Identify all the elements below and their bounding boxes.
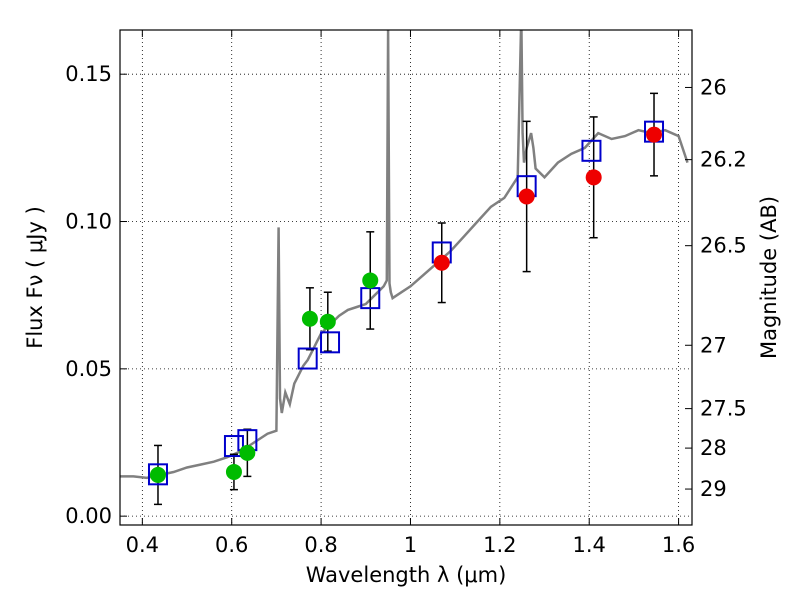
red-data-point <box>518 188 535 205</box>
model-square-point <box>223 435 244 458</box>
y2-tick-labels: 26 26.2 26.5 27 27.5 28 29 <box>700 75 747 501</box>
y2-tick-label: 27.5 <box>700 397 747 421</box>
grid <box>120 30 692 525</box>
x-tick-label: 1.2 <box>483 533 516 557</box>
y-tick-labels: 0.00 0.05 0.10 0.15 <box>65 62 112 528</box>
y2-tick-label: 28 <box>700 436 727 460</box>
y-tick-label: 0.05 <box>65 357 112 381</box>
red-data-point <box>646 126 663 143</box>
x-tick-label: 1 <box>404 533 417 557</box>
x-tick-label: 1.6 <box>662 533 695 557</box>
y-tick-label: 0.15 <box>65 62 112 86</box>
model-square-point <box>320 331 341 354</box>
y-tick-label: 0.10 <box>65 210 112 234</box>
tick-marks <box>120 30 692 525</box>
x-tick-labels: 0.4 0.6 0.8 1 1.2 1.4 1.6 <box>126 533 696 557</box>
green-data-point <box>319 313 336 330</box>
y2-tick-label: 26 <box>700 75 727 99</box>
y2-axis-label: Magnitude (AB) <box>757 196 781 359</box>
green-data-point <box>301 310 318 327</box>
red-data-point <box>433 254 450 271</box>
y-axis-label: Flux Fν ( μJy ) <box>23 206 47 349</box>
y2-tick-label: 27 <box>700 333 727 357</box>
model-square-point <box>147 463 168 486</box>
green-data-point <box>225 463 242 480</box>
x-tick-label: 0.4 <box>126 533 159 557</box>
y2-tick-label: 26.2 <box>700 148 747 172</box>
x-axis-label: Wavelength λ (μm) <box>306 563 507 587</box>
plot-frame <box>119 29 693 526</box>
red-data-point <box>585 169 602 186</box>
x-tick-label: 0.6 <box>215 533 248 557</box>
y2-tick-label: 26.5 <box>700 234 747 258</box>
y-tick-label: 0.00 <box>65 504 112 528</box>
x-tick-label: 1.4 <box>573 533 606 557</box>
spectrum-line <box>120 30 689 480</box>
spectrum-series <box>120 30 689 480</box>
green-data-point <box>149 466 166 483</box>
model-square-point <box>581 139 602 162</box>
observed-points <box>149 126 663 483</box>
x-tick-label: 0.8 <box>304 533 337 557</box>
model-square-point <box>297 347 318 370</box>
y2-tick-label: 29 <box>700 477 727 501</box>
green-data-point <box>239 444 256 461</box>
green-data-point <box>362 272 379 289</box>
